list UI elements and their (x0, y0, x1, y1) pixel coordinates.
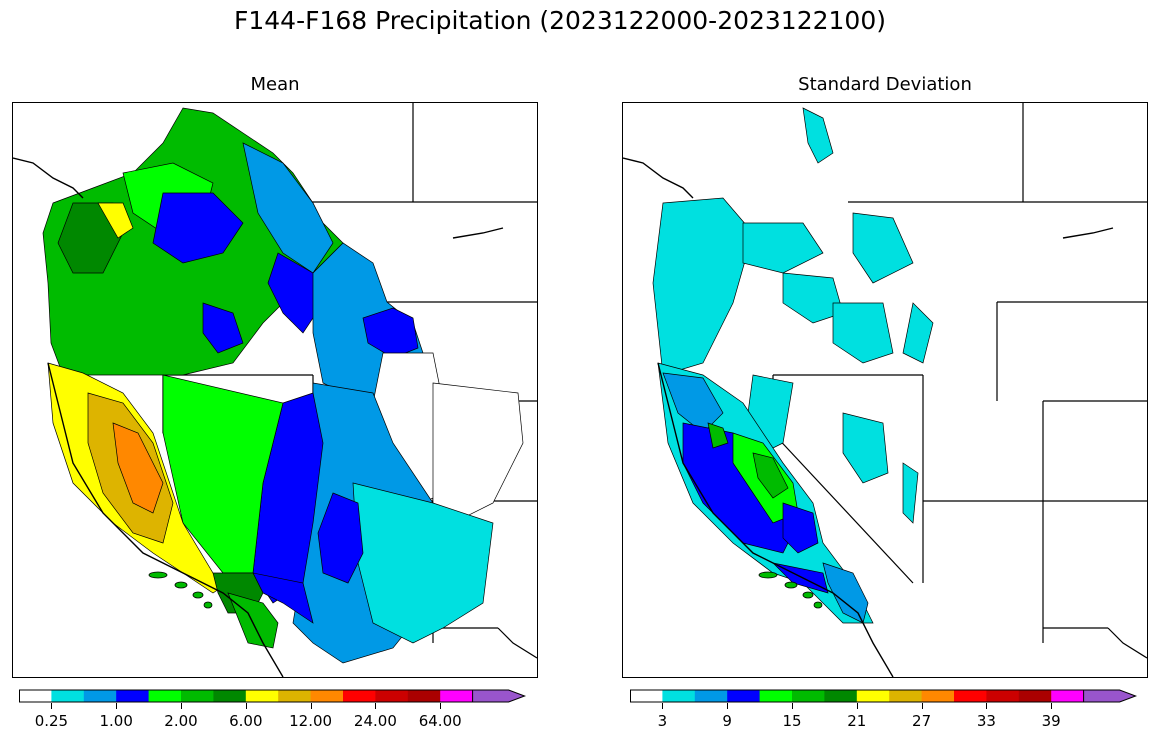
mean-map-panel (12, 102, 538, 678)
colorbar-swatch (856, 690, 890, 702)
colorbar-swatch (824, 690, 858, 702)
colorbar-tick-label: 0.25 (34, 712, 69, 730)
colorbar-swatch (19, 690, 52, 702)
colorbar-tick-label: 64.00 (418, 712, 462, 730)
std-map (623, 103, 1147, 677)
colorbar-swatch (148, 690, 182, 702)
colorbar-swatch (759, 690, 793, 702)
colorbar-swatch (662, 690, 696, 702)
colorbar-tick-label: 3 (657, 712, 668, 730)
colorbar-swatch (83, 690, 117, 702)
colorbar-tick (245, 703, 247, 709)
mean-panel-title: Mean (250, 74, 300, 95)
colorbar-tick-label: 21 (847, 712, 867, 730)
colorbar-tick (1051, 703, 1053, 709)
colorbar-swatch (792, 690, 825, 702)
colorbar-tick (662, 703, 664, 709)
colorbar-swatch (213, 690, 247, 702)
colorbar-tick-label: 27 (912, 712, 932, 730)
colorbar-swatch (310, 690, 344, 702)
colorbar-tick-label: 2.00 (164, 712, 198, 730)
mean-precip-fill (42, 107, 524, 664)
colorbar-swatch (407, 690, 441, 702)
colorbar-tick (727, 703, 729, 709)
colorbar-swatch (986, 690, 1020, 702)
colorbar-tick (986, 703, 988, 709)
colorbar-tick-label: 33 (976, 712, 996, 730)
std-panel-title: Standard Deviation (798, 74, 972, 95)
colorbar-swatch (727, 690, 761, 702)
colorbar-tick (921, 703, 923, 709)
colorbar-tick (375, 703, 377, 709)
colorbar-swatch (51, 690, 85, 702)
figure-title: F144-F168 Precipitation (2023122000-2023… (233, 6, 886, 35)
mean-colorbar (19, 689, 527, 703)
channel-islands (758, 571, 823, 609)
colorbar-swatch (921, 690, 955, 702)
std-precip-fill (652, 107, 934, 624)
colorbar-swatch (1051, 690, 1085, 702)
colorbar-swatch (630, 690, 663, 702)
colorbar-tick (116, 703, 118, 709)
colorbar-swatch (278, 690, 312, 702)
colorbar-tick (310, 703, 312, 709)
colorbar-swatch (375, 690, 409, 702)
mean-map (13, 103, 537, 677)
colorbar-swatch (954, 690, 987, 702)
colorbar-tick-label: 9 (722, 712, 732, 730)
colorbar-tick (51, 703, 53, 709)
colorbar-tick (856, 703, 858, 709)
colorbar-tick-label: 24.00 (353, 712, 397, 730)
colorbar-tick-label: 12.00 (289, 712, 333, 730)
colorbar-tick (792, 703, 793, 709)
colorbar-tick-label: 1.00 (99, 712, 133, 730)
colorbar-swatch (694, 690, 728, 702)
colorbar-tick (440, 703, 442, 709)
colorbar-swatch (116, 690, 150, 702)
colorbar-swatch (1018, 690, 1052, 702)
coastline (13, 157, 504, 677)
colorbar-swatch (889, 690, 923, 702)
colorbar-tick (181, 703, 182, 709)
colorbar-swatch (440, 690, 474, 702)
colorbar-tick-label: 39 (1041, 712, 1061, 730)
colorbar-tick-label: 6.00 (229, 712, 263, 730)
coastline (623, 157, 1114, 677)
colorbar-swatch (181, 690, 214, 702)
channel-islands (148, 571, 213, 609)
std-colorbar (630, 689, 1138, 703)
std-map-panel (622, 102, 1148, 678)
colorbar-swatch (343, 690, 376, 702)
colorbar-tick-label: 15 (782, 712, 802, 730)
colorbar-swatch (245, 690, 279, 702)
